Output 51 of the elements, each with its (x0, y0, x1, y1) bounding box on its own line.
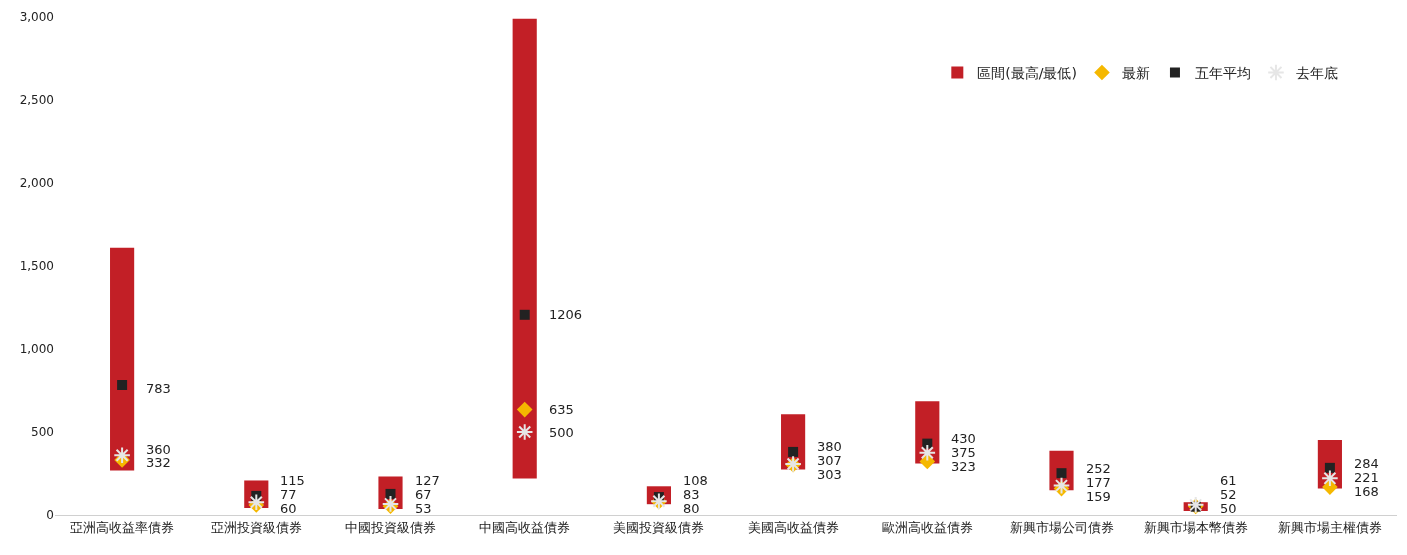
data-label: 430 (951, 431, 976, 446)
data-label: 60 (280, 501, 297, 516)
data-label: 284 (1354, 456, 1379, 471)
data-label: 67 (415, 487, 432, 502)
data-label: 80 (683, 501, 700, 516)
data-label: 52 (1220, 487, 1237, 502)
y-tick-label: 0 (46, 508, 54, 523)
data-label: 115 (280, 473, 305, 488)
data-label: 108 (683, 473, 708, 488)
data-label: 332 (146, 455, 171, 470)
x-tick-label: 亞洲投資級債券 (210, 519, 302, 535)
legend-label: 五年平均 (1194, 64, 1251, 81)
data-label: 783 (146, 381, 171, 396)
data-label: 360 (146, 442, 171, 457)
data-label: 83 (683, 487, 700, 502)
x-tick-label: 新興市場公司債券 (1009, 519, 1114, 535)
x-tick-label: 歐洲高收益債券 (881, 519, 973, 535)
data-label: 221 (1354, 470, 1379, 485)
legend-label: 區間(最高/最低) (977, 64, 1077, 81)
y-tick-label: 500 (31, 425, 54, 440)
y-tick-label: 3,000 (19, 10, 54, 25)
data-label: 323 (951, 459, 976, 474)
y-tick-label: 1,000 (19, 342, 54, 357)
data-label: 159 (1086, 489, 1111, 504)
data-label: 307 (817, 453, 842, 468)
data-label: 168 (1354, 484, 1379, 499)
x-tick-label: 新興市場本幣債券 (1143, 519, 1248, 535)
legend-label: 去年底 (1295, 64, 1338, 81)
x-tick-label: 美國高收益債券 (747, 519, 839, 535)
data-label: 177 (1086, 475, 1111, 490)
y-tick-label: 2,500 (19, 93, 54, 108)
data-label: 635 (549, 402, 574, 417)
data-label: 380 (817, 439, 842, 454)
y-tick-label: 2,000 (19, 176, 54, 191)
y-tick-label: 1,500 (19, 259, 54, 274)
data-label: 1206 (549, 307, 583, 322)
legend-label: 最新 (1121, 64, 1150, 81)
x-tick-label: 中國高收益債券 (479, 519, 571, 535)
data-label: 375 (951, 445, 976, 460)
data-label: 127 (415, 473, 440, 488)
x-tick-label: 亞洲高收益率債券 (70, 519, 175, 535)
data-label: 53 (415, 501, 432, 516)
data-label: 303 (817, 467, 842, 482)
x-tick-label: 中國投資級債券 (345, 519, 436, 535)
data-label: 50 (1220, 501, 1237, 516)
x-tick-label: 美國投資級債券 (613, 519, 705, 535)
data-label: 61 (1220, 473, 1237, 488)
x-tick-label: 新興市場主權債券 (1277, 519, 1382, 535)
data-label: 77 (280, 487, 297, 502)
data-label: 252 (1086, 461, 1111, 476)
data-label: 500 (549, 425, 574, 440)
